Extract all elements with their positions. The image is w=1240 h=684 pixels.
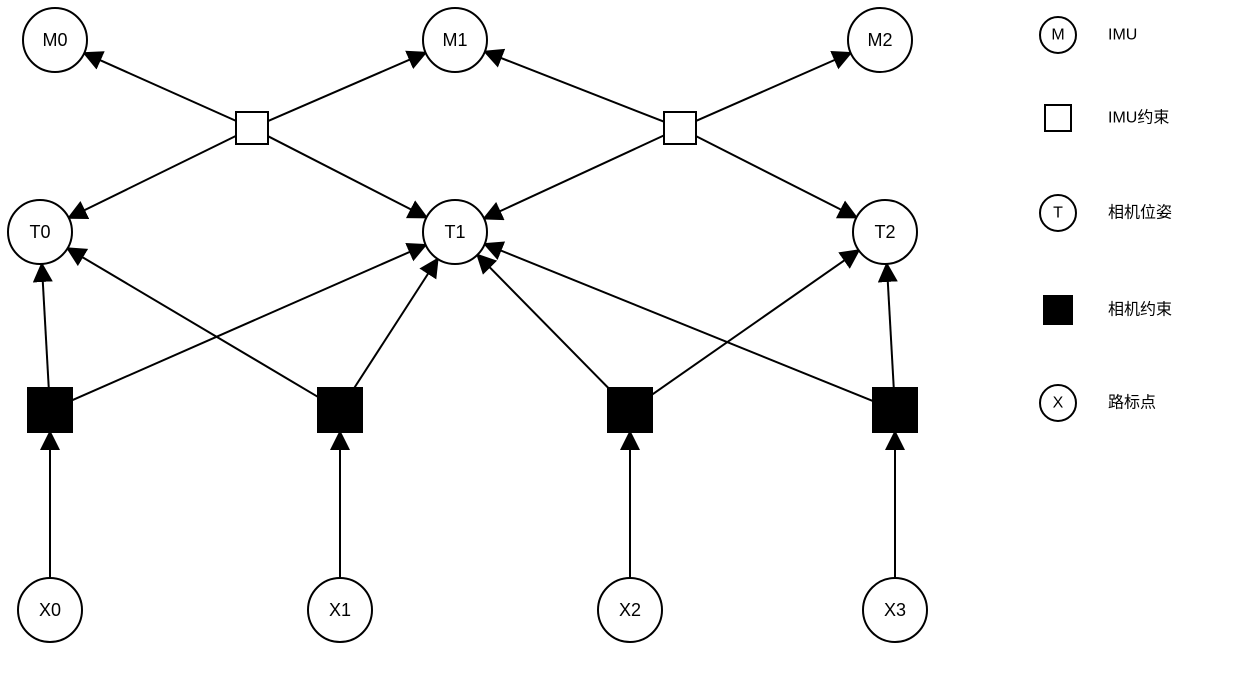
node-label: T2	[874, 222, 895, 242]
edge	[652, 250, 859, 394]
edge	[887, 264, 894, 388]
legend-item-0: M IMU	[1040, 17, 1137, 53]
node-label: T0	[29, 222, 50, 242]
edge	[696, 136, 856, 217]
node-label: T1	[444, 222, 465, 242]
node-CAM_C1	[318, 388, 362, 432]
node-label: M2	[867, 30, 892, 50]
edge	[72, 245, 426, 400]
node-CAM_C0	[28, 388, 72, 432]
node-CAM_C2	[608, 388, 652, 432]
legend-item-4: X 路标点	[1040, 385, 1156, 421]
node-X0: X0	[18, 578, 82, 642]
legend-item-1: IMU约束	[1045, 105, 1169, 131]
node-CAM_C3	[873, 388, 917, 432]
legend-label: 相机位姿	[1108, 204, 1172, 222]
node-label: X1	[329, 600, 351, 620]
edge	[84, 53, 236, 121]
edge	[68, 248, 318, 397]
node-label: X3	[884, 600, 906, 620]
node-T0: T0	[8, 200, 72, 264]
edge	[268, 53, 426, 121]
legend-label: IMU	[1108, 27, 1137, 44]
svg-text:T: T	[1053, 205, 1063, 222]
svg-text:X: X	[1053, 395, 1064, 412]
node-T1: T1	[423, 200, 487, 264]
node-IMU_C1	[664, 112, 696, 144]
node-label: M0	[42, 30, 67, 50]
node-IMU_C0	[236, 112, 268, 144]
edge	[484, 135, 664, 218]
nodes-layer: M0 M1 M2 T0 T1 T2 X0 X1 X2 X3	[8, 8, 927, 642]
legend-label: 相机约束	[1108, 301, 1172, 319]
node-X1: X1	[308, 578, 372, 642]
edges-layer	[42, 52, 895, 578]
node-X3: X3	[863, 578, 927, 642]
factor-graph-diagram: M0 M1 M2 T0 T1 T2 X0 X1 X2 X3 M IMU IMU约束 T 相机位姿相机约束 X 路…	[0, 0, 1240, 684]
edge	[485, 52, 664, 122]
legend-item-3: 相机约束	[1043, 295, 1172, 325]
node-X2: X2	[598, 578, 662, 642]
node-M2: M2	[848, 8, 912, 72]
edge	[696, 53, 851, 121]
legend-item-2: T 相机位姿	[1040, 195, 1172, 231]
edge	[477, 255, 608, 388]
node-label: X2	[619, 600, 641, 620]
node-label: M1	[442, 30, 467, 50]
legend: M IMU IMU约束 T 相机位姿相机约束 X 路标点	[1040, 17, 1172, 421]
edge	[69, 136, 236, 218]
node-M0: M0	[23, 8, 87, 72]
edge	[354, 259, 437, 388]
edge	[42, 264, 49, 388]
node-M1: M1	[423, 8, 487, 72]
legend-label: 路标点	[1108, 394, 1156, 412]
svg-text:M: M	[1051, 27, 1064, 44]
edge	[268, 136, 427, 217]
node-label: X0	[39, 600, 61, 620]
node-T2: T2	[853, 200, 917, 264]
legend-label: IMU约束	[1108, 109, 1169, 127]
